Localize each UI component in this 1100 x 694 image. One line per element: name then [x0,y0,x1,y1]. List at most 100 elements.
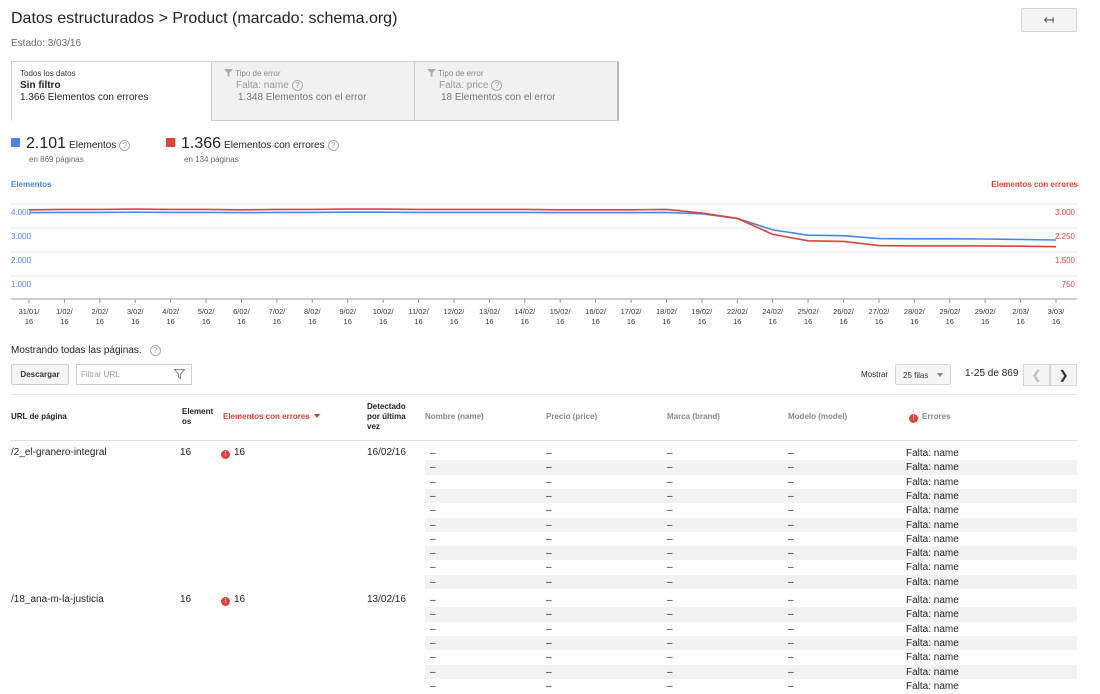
price-value: – [546,637,552,649]
name-value: – [430,562,436,574]
error-text: Falta: name [906,652,959,664]
prev-page-button[interactable]: ❮ [1023,364,1050,386]
rows-label: Mostrar [861,370,889,379]
item-sub-row[interactable]: – – – – Falta: name [425,664,1077,679]
item-sub-row[interactable]: – – – – Falta: name [425,650,1077,664]
elements-count: 16 [180,594,192,605]
filter-tab-label: Todos los datos [20,69,76,78]
back-button[interactable]: ↤ [1021,8,1077,32]
help-icon[interactable]: ? [491,80,503,91]
item-sub-row[interactable]: – – – – Falta: name [425,488,1077,504]
help-icon[interactable]: ? [327,140,339,151]
col-header-errores[interactable]: Elementos con errores [223,412,320,422]
rows-per-page-select[interactable]: 25 filas [895,364,951,385]
name-value: – [430,666,436,678]
name-value: – [430,637,436,649]
brand-value: – [667,623,673,635]
error-text: Falta: name [906,666,959,678]
metric-elementos[interactable]: 2.101 Elementos? en 869 páginas [11,135,131,164]
error-icon: ! [221,450,230,459]
item-sub-row[interactable]: – – – – Falta: name [425,517,1077,532]
chevron-right-icon: ❯ [1058,368,1069,382]
col-header-precio[interactable]: Precio (price) [546,412,598,421]
model-value: – [788,505,794,517]
item-sub-row[interactable]: – – – – Falta: name [425,546,1077,561]
metric-errores[interactable]: 1.366 Elementos con errores? en 134 págin… [166,135,339,164]
divider [11,440,1077,441]
pagination-range: 1-25 de 869 [965,368,1019,379]
model-value: – [788,576,794,588]
item-sub-row[interactable]: – – – – Falta: name [425,475,1077,489]
col-header-modelo[interactable]: Modelo (model) [788,412,848,421]
model-value: – [788,490,794,502]
item-sub-row[interactable]: – – – – Falta: name [425,446,1077,460]
col-header-nombre[interactable]: Nombre (name) [425,412,484,421]
model-value: – [788,462,794,474]
col-header-errores-list[interactable]: ! Errores [909,412,950,423]
help-icon[interactable]: ? [291,80,303,91]
page-url-link[interactable]: /18_ana-m-la-justicia [11,594,104,605]
name-value: – [430,476,436,488]
left-tick-label: 4.000 [11,208,32,217]
item-sub-row[interactable]: – – – – Falta: name [425,503,1077,517]
brand-value: – [667,476,673,488]
x-tick-label: 19/02/ [691,307,713,316]
item-sub-row[interactable]: – – – – Falta: name [425,635,1077,651]
col-header-url[interactable]: URL de página [11,412,67,421]
filter-url-input[interactable]: Filtrar URL [76,364,192,385]
help-icon[interactable]: ? [119,140,131,151]
brand-value: – [667,562,673,574]
x-tick-label-year: 16 [521,317,529,326]
errors-count: ! 16 [221,594,245,606]
x-tick-label: 9/02/ [339,307,357,316]
left-tick-label: 3.000 [11,232,32,241]
x-tick-label-year: 16 [308,317,316,326]
filter-tab-missing-name[interactable]: Tipo de error Falta: name? 1.348 Element… [211,61,415,121]
help-icon[interactable]: ? [149,345,161,356]
price-value: – [546,609,552,621]
item-sub-row[interactable]: – – – – Falta: name [425,607,1077,622]
brand-value: – [667,519,673,531]
error-text: Falta: name [906,623,959,635]
x-tick-label: 1/02/ [56,307,74,316]
item-sub-row[interactable]: – – – – Falta: name [425,460,1077,475]
item-sub-row[interactable]: – – – – Falta: name [425,560,1077,574]
col-header-marca[interactable]: Marca (brand) [667,412,720,421]
x-tick-label-year: 16 [25,317,33,326]
name-value: – [430,623,436,635]
item-sub-row[interactable]: – – – – Falta: name [425,574,1077,589]
next-page-button[interactable]: ❯ [1050,364,1077,386]
filter-tab-missing-price[interactable]: Tipo de error Falta: price? 18 Elementos… [414,61,619,121]
name-value: – [430,609,436,621]
col-header-elementos[interactable]: Element os [182,407,214,426]
filter-tab-count: 1.366 Elementos con errores [20,92,149,103]
col-header-detectado[interactable]: Detectado por última vez [367,402,406,431]
error-text: Falta: name [906,548,959,560]
item-sub-row[interactable]: – – – – Falta: name [425,593,1077,607]
price-value: – [546,505,552,517]
x-tick-label-year: 16 [379,317,387,326]
x-tick-label-year: 16 [946,317,954,326]
brand-value: – [667,505,673,517]
x-tick-label: 17/02/ [621,307,643,316]
item-sub-row[interactable]: – – – – Falta: name [425,532,1077,546]
download-button[interactable]: Descargar [11,364,69,385]
page-url-link[interactable]: /2_el-granero-integral [11,447,107,458]
series-line-elementos [28,211,1057,241]
legend-swatch-blue [11,138,20,147]
error-text: Falta: name [906,609,959,621]
error-text: Falta: name [906,448,959,459]
x-tick-label: 15/02/ [550,307,572,316]
funnel-icon [427,69,436,77]
price-value: – [546,462,552,474]
item-sub-row[interactable]: – – – – Falta: name [425,622,1077,636]
right-tick-label: 1.500 [1055,256,1076,265]
filter-tab-label: Tipo de error [235,69,281,78]
item-sub-row[interactable]: – – – – Falta: name [425,679,1077,693]
price-value: – [546,562,552,574]
filter-tab-all[interactable]: Todos los datos Sin filtro 1.366 Element… [11,61,212,121]
name-value: – [430,490,436,502]
model-value: – [788,533,794,545]
metric-value: 2.101 [26,135,67,152]
name-value: – [430,548,436,560]
